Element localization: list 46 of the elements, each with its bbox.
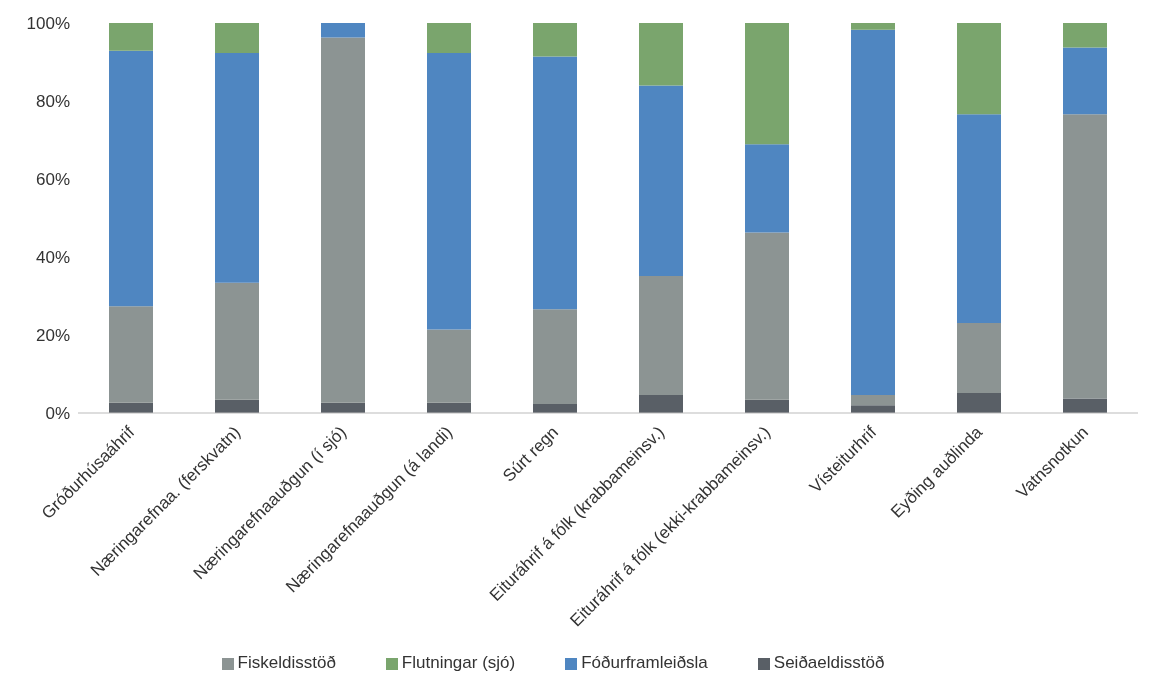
bar — [851, 395, 895, 406]
bar — [1063, 398, 1107, 413]
bar — [321, 23, 365, 38]
bar — [851, 405, 895, 413]
bar — [851, 23, 895, 30]
bar — [215, 399, 259, 413]
bar — [109, 306, 153, 403]
bar — [109, 23, 153, 51]
bar — [1063, 23, 1107, 48]
bar — [1063, 47, 1107, 115]
bar — [957, 393, 1001, 413]
bar — [321, 37, 365, 403]
bar — [957, 23, 1001, 115]
legend-label: Seiðaeldisstöð — [773, 653, 885, 672]
bar — [533, 23, 577, 57]
bar — [215, 23, 259, 54]
bar — [957, 114, 1001, 323]
bar — [533, 56, 577, 310]
bar — [639, 395, 683, 413]
bar — [639, 276, 683, 396]
y-tick-label: 40% — [35, 248, 70, 268]
bar — [1063, 114, 1107, 399]
bar — [957, 322, 1001, 394]
bar — [639, 85, 683, 277]
y-tick-label: 20% — [35, 326, 70, 346]
y-tick-label: 80% — [35, 92, 70, 112]
y-tick-label: 60% — [35, 170, 70, 190]
bar — [215, 53, 259, 283]
bar — [427, 329, 471, 403]
bar — [745, 232, 789, 400]
bar — [639, 23, 683, 86]
bar — [427, 53, 471, 330]
bar — [851, 29, 895, 396]
y-tick-label: 100% — [26, 14, 70, 34]
bar — [533, 309, 577, 405]
y-tick-label: 0% — [45, 404, 70, 424]
bar — [109, 50, 153, 307]
x-tick-label: Súrt regn — [499, 422, 563, 486]
bar — [427, 23, 471, 54]
legend-label: Flutningar (sjó) — [401, 653, 516, 672]
legend-label: Fiskeldisstöð — [237, 653, 336, 672]
bar — [745, 399, 789, 413]
bar — [745, 23, 789, 145]
legend-label: Fóðurframleiðsla — [581, 653, 708, 672]
bar — [745, 144, 789, 233]
bar — [215, 282, 259, 400]
